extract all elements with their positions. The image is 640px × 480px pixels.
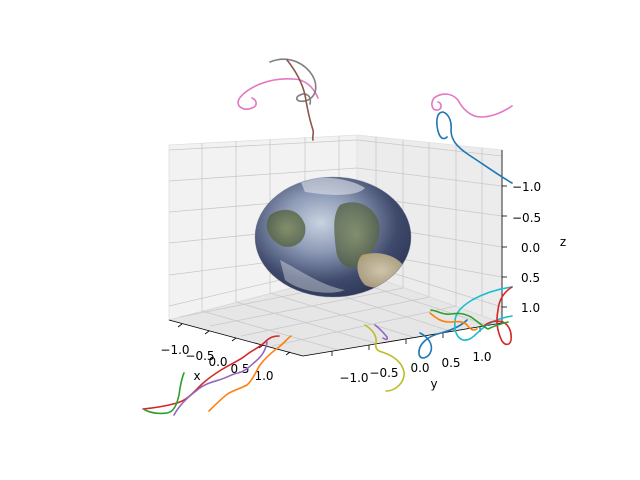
- z-tick-label: −1.0: [512, 180, 541, 194]
- series-line-pink-2: [431, 93, 513, 118]
- y-tick-label: −1.0: [339, 371, 368, 385]
- z-tick-label: 0.0: [521, 241, 540, 255]
- series-line-gray: [269, 58, 317, 105]
- series-line-blue: [436, 111, 513, 184]
- series-line-green: [430, 309, 509, 330]
- series-line-purple-2: [173, 341, 268, 416]
- y-axis-line: [302, 322, 503, 357]
- x-tick-label: −0.5: [185, 349, 214, 363]
- z-tick-labels: −1.0 −0.5 0.0 0.5 1.0: [512, 180, 541, 315]
- series-line-red: [483, 286, 513, 346]
- z-tick-label: −0.5: [512, 211, 541, 225]
- series-line-pink: [237, 77, 319, 110]
- series-line-orange-2: [208, 335, 292, 412]
- series-line-purple: [374, 324, 389, 341]
- y-axis-label: y: [430, 377, 437, 391]
- x-tick-label: −1.0: [160, 343, 189, 357]
- x-tick-label: 0.5: [230, 362, 249, 376]
- y-tick-label: 1.0: [472, 350, 491, 364]
- series-line-blue-2: [418, 319, 468, 359]
- series-line-brown: [286, 59, 315, 141]
- series-line-orange: [429, 312, 478, 331]
- trajectory-lines: [142, 58, 513, 416]
- x-tick-label: 1.0: [254, 369, 273, 383]
- z-tick-label: 0.5: [521, 271, 540, 285]
- series-line-green-2: [144, 372, 185, 415]
- y-tick-labels: −1.0 −0.5 0.0 0.5 1.0: [339, 350, 491, 385]
- x-axis-label: x: [193, 369, 200, 383]
- tick-marks: [177, 185, 507, 356]
- earth-sphere: [254, 176, 412, 298]
- z-tick-label: 1.0: [521, 301, 540, 315]
- x-tick-label: 0.0: [208, 355, 227, 369]
- y-tick-label: 0.0: [410, 361, 429, 375]
- y-tick-label: 0.5: [441, 356, 460, 370]
- z-axis-label: z: [560, 235, 566, 249]
- x-tick-labels: −1.0 −0.5 0.0 0.5 1.0: [160, 343, 273, 383]
- series-line-olive: [364, 324, 405, 392]
- y-tick-label: −0.5: [369, 366, 398, 380]
